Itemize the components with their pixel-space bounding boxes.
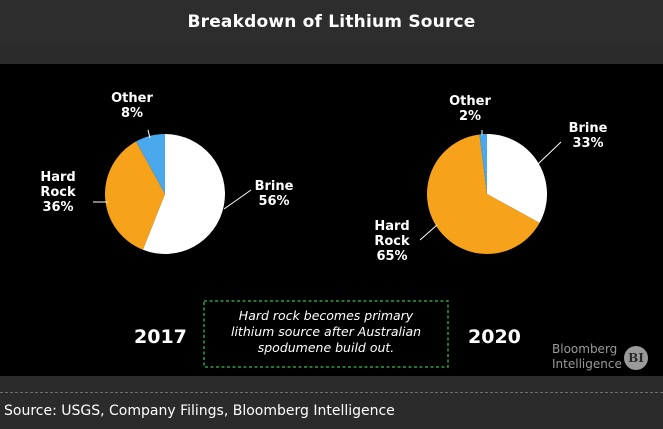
brand-line-2: Intelligence: [552, 357, 622, 371]
pie-slice-brine-2017: [142, 134, 225, 254]
chart-canvas: Brine56%HardRock36%Other8%Brine33%HardRo…: [40, 91, 648, 371]
pie-slice-other-2020: [479, 134, 487, 194]
pie-chart-2017: [104, 134, 225, 254]
slice-label-other-2020-line-1: Other: [449, 94, 491, 109]
pie-slice-hard-rock-2017: [104, 141, 165, 250]
title-bar: Breakdown of Lithium Source: [0, 0, 663, 44]
pie-slice-other-2017: [136, 134, 165, 194]
pie-slice-hard-rock-2020: [427, 134, 540, 255]
slice-label-brine-2020-line-1: Brine: [569, 121, 608, 136]
slice-label-hard-rock-2020-line-1: Hard: [374, 219, 409, 234]
annotation-line-3: spodumene build out.: [258, 340, 395, 355]
slice-label-hard-rock-2017-line-1: Hard: [40, 170, 75, 185]
slice-label-other-2017-line-1: Other: [111, 91, 153, 106]
year-label-2017: 2017: [134, 326, 187, 348]
chart-title: Breakdown of Lithium Source: [187, 12, 476, 32]
pie-slice-brine-2020: [487, 134, 548, 223]
leader-line-brine-2020: [537, 141, 562, 165]
slice-label-hard-rock-2017-line-2: Rock: [40, 185, 76, 200]
annotation-line-2: lithium source after Australian: [231, 324, 421, 339]
source-bar: Source: USGS, Company Filings, Bloomberg…: [0, 392, 663, 429]
slice-label-other-2020-line-2: 2%: [459, 109, 481, 124]
slice-label-brine-2017-line-2: 56%: [258, 194, 289, 209]
leader-line-other-2017: [147, 129, 151, 139]
brand-badge-icon: [624, 346, 648, 370]
annotation-line-1: Hard rock becomes primary: [239, 308, 414, 323]
annotation-box: [203, 300, 449, 368]
brand-line-1: Bloomberg: [552, 342, 617, 356]
slice-labels: Brine56%HardRock36%Other8%Brine33%HardRo…: [40, 91, 607, 264]
slice-label-hard-rock-2020-line-2: Rock: [374, 234, 410, 249]
year-label-2020: 2020: [468, 326, 521, 348]
leader-line-brine-2017: [223, 189, 252, 210]
slice-label-other-2017-line-2: 8%: [121, 106, 143, 121]
slice-label-brine-2017-line-1: Brine: [255, 179, 294, 194]
chart-panel: Brine 56% Hard Rock 36% Other 8% Brine 33% Hard Ro…: [0, 64, 663, 376]
source-note: Source: USGS, Company Filings, Bloomberg…: [4, 403, 395, 419]
pie-chart-2020: [427, 134, 548, 255]
slice-label-brine-2020-line-2: 33%: [572, 136, 603, 151]
slice-label-hard-rock-2020-line-3: 65%: [376, 249, 407, 264]
brand-badge-text: BI: [628, 351, 644, 365]
slice-label-hard-rock-2017-line-3: 36%: [42, 200, 73, 215]
leader-line-hard-rock-2020: [419, 224, 438, 241]
